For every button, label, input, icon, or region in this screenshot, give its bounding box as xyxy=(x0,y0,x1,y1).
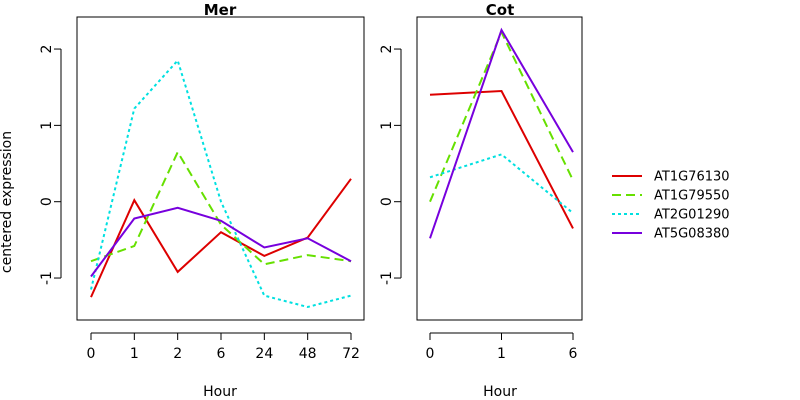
mer-y-tick-label: 2 xyxy=(39,45,55,54)
mer-series-at5g08380 xyxy=(90,206,352,278)
cot-y-tick-label: -1 xyxy=(379,271,395,285)
mer-series-at2g01290 xyxy=(90,58,352,309)
cot-series-at5g08380 xyxy=(429,27,574,239)
legend-item-at1g76130: AT1G76130 xyxy=(612,170,730,185)
mer-series-at1g79550 xyxy=(90,149,352,266)
cot-y-tick-label: 1 xyxy=(379,121,395,130)
mer-y-tick-label: -1 xyxy=(39,271,55,285)
mer-series-lines xyxy=(90,58,352,309)
mer-x-tick-label: 6 xyxy=(217,346,226,362)
mer-x-tick-label: 48 xyxy=(299,346,317,362)
mer-x-tick-label: 24 xyxy=(255,346,273,362)
mer-panel-title: Mer xyxy=(204,1,237,19)
mer-x-tick-label: 0 xyxy=(87,346,96,362)
legend-label: AT1G76130 xyxy=(654,170,730,185)
mer-x-axis-label: Hour xyxy=(203,384,237,400)
shared-y-axis-label: centered expression xyxy=(0,131,15,273)
mer-x-tick-label: 72 xyxy=(342,346,360,362)
cot-y-tick-label: 2 xyxy=(379,45,395,54)
mer-y-axis: -1 0 1 2 xyxy=(39,45,62,285)
legend: AT1G76130 AT1G79550 AT2G01290 AT5G08380 xyxy=(612,170,730,242)
cot-plot-frame xyxy=(416,16,583,321)
cot-y-axis: -1 0 1 2 xyxy=(379,45,402,285)
mer-series-at1g76130 xyxy=(90,178,352,298)
panel-cot: Cot Hour -1 0 1 2 0 1 6 xyxy=(379,1,583,400)
mer-x-tick-label: 2 xyxy=(173,346,182,362)
cot-x-tick-label: 6 xyxy=(569,346,578,362)
legend-item-at1g79550: AT1G79550 xyxy=(612,189,730,204)
mer-plot-frame xyxy=(76,16,365,321)
legend-item-at2g01290: AT2G01290 xyxy=(612,208,730,223)
mer-x-tick-label: 1 xyxy=(130,346,139,362)
legend-label: AT2G01290 xyxy=(654,208,730,223)
legend-label: AT5G08380 xyxy=(654,227,730,242)
cot-x-tick-label: 1 xyxy=(497,346,506,362)
cot-x-axis-label: Hour xyxy=(483,384,517,400)
legend-item-at5g08380: AT5G08380 xyxy=(612,227,730,242)
cot-panel-title: Cot xyxy=(486,1,514,19)
panel-mer: Mer Hour -1 0 1 2 0 1 2 6 24 48 72 xyxy=(39,1,365,400)
legend-label: AT1G79550 xyxy=(654,189,730,204)
mer-y-tick-label: 1 xyxy=(39,121,55,130)
mer-y-tick-label: 0 xyxy=(39,197,55,206)
cot-series-at2g01290 xyxy=(429,153,574,214)
cot-x-axis: 0 1 6 xyxy=(426,332,578,362)
cot-x-tick-label: 0 xyxy=(426,346,435,362)
cot-series-lines xyxy=(429,27,574,239)
cot-y-tick-label: 0 xyxy=(379,197,395,206)
cot-series-at1g76130 xyxy=(429,89,574,229)
mer-x-axis: 0 1 2 6 24 48 72 xyxy=(87,332,360,362)
